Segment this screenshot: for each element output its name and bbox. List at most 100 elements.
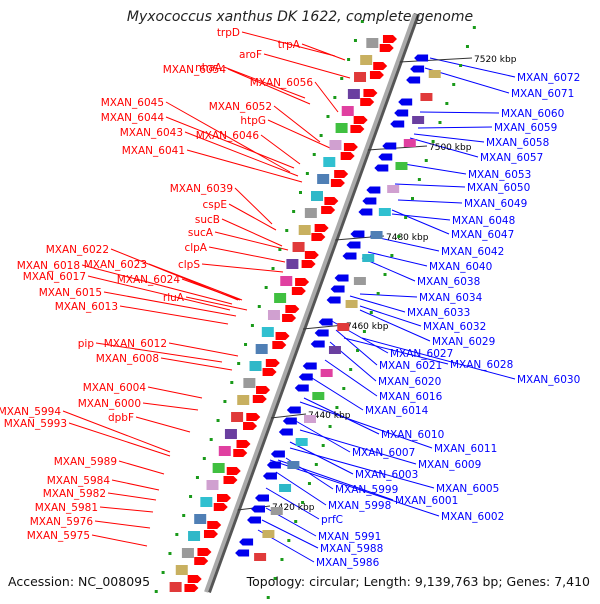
marker-dot: [161, 571, 165, 574]
gene-arrow-left: [282, 314, 297, 322]
feature-block: [255, 344, 268, 354]
leader-line: [95, 342, 223, 363]
gene-arrow-right: [318, 318, 333, 326]
gene-arrow-left: [334, 170, 349, 178]
gene-arrow-left: [285, 305, 300, 313]
feature-block: [254, 553, 267, 561]
leader-line: [299, 401, 433, 449]
marker-dot: [340, 77, 344, 80]
leader-line: [135, 416, 191, 433]
gene-label: MXAN_6024: [117, 274, 181, 286]
gene-arrow-left: [314, 224, 329, 232]
gene-label: MXAN_6041: [122, 145, 185, 157]
genome-backbone: [204, 13, 417, 593]
marker-dot: [195, 476, 199, 479]
feature-block: [200, 497, 213, 507]
leader-line: [168, 342, 239, 357]
marker-dot: [431, 140, 435, 143]
gene-arrow-left: [252, 395, 267, 403]
leader-line: [359, 309, 431, 342]
gene-label: MXAN_6048: [452, 215, 515, 227]
gene-arrow-right: [410, 65, 425, 73]
leader-line: [234, 187, 273, 225]
gene-label: MXAN_6012: [104, 338, 167, 350]
leader-line: [107, 492, 157, 501]
gene-label: MXAN_6060: [501, 108, 564, 120]
leader-line: [91, 534, 148, 547]
gene-label: MXAN_6059: [494, 122, 557, 134]
gene-label: MXAN_6052: [209, 101, 272, 113]
feature-block: [304, 415, 317, 423]
marker-dot: [168, 552, 172, 555]
gene-arrow-left: [194, 557, 209, 565]
marker-dot: [244, 343, 248, 346]
feature-block: [328, 346, 341, 354]
gene-label: MXAN_6034: [419, 292, 483, 304]
feature-block: [353, 277, 366, 285]
gene-label: MXAN_5984: [47, 475, 111, 487]
leader-line: [214, 231, 289, 251]
feature-block: [412, 116, 425, 124]
gene-label: MXAN_6054: [163, 64, 227, 76]
marker-dot: [376, 292, 380, 295]
feature-block: [366, 38, 379, 48]
leader-line: [409, 137, 479, 158]
gene-arrow-left: [343, 143, 358, 151]
gene-arrow-right: [270, 450, 285, 458]
gene-label: MXAN_6047: [451, 229, 514, 241]
gene-arrow-right: [247, 516, 262, 524]
marker-dot: [216, 419, 220, 422]
gene-arrow-right: [374, 164, 389, 172]
leader-line: [185, 296, 248, 311]
feature-block: [224, 429, 237, 439]
marker-dot: [326, 115, 330, 118]
gene-label: MXAN_6016: [379, 391, 443, 403]
gene-arrow-left: [350, 125, 365, 133]
marker-dot: [390, 254, 394, 257]
marker-dot: [278, 248, 282, 251]
gene-arrow-right: [406, 76, 421, 84]
gene-label: MXAN_5994: [0, 406, 61, 418]
marker-dot: [305, 172, 309, 175]
feature-block: [329, 140, 342, 150]
gene-label: MXAN_5982: [43, 488, 106, 500]
leader-line: [349, 295, 406, 313]
gene-label: MXAN_6010: [381, 429, 444, 441]
feature-block: [341, 106, 354, 116]
feature-block: [337, 323, 350, 331]
gene-arrow-left: [187, 575, 202, 583]
feature-block: [362, 254, 375, 262]
gene-label: MXAN_5991: [318, 531, 381, 543]
marker-dot: [237, 362, 241, 365]
marker-dot: [404, 216, 408, 219]
gene-arrow-right: [262, 472, 277, 480]
marker-dot: [472, 26, 476, 29]
leader-line: [289, 447, 435, 489]
gene-arrow-right: [286, 406, 301, 414]
leader-line: [263, 53, 351, 79]
marker-dot: [202, 457, 206, 460]
gene-arrow-left: [246, 413, 261, 421]
gene-label: MXAN_5981: [35, 502, 98, 514]
marker-dot: [349, 368, 353, 371]
marker-dot: [223, 400, 227, 403]
marker-dot: [154, 590, 158, 593]
feature-block: [188, 531, 201, 541]
gene-arrow-right: [254, 494, 269, 502]
leader-line: [165, 101, 291, 173]
leader-line: [227, 68, 311, 105]
leader-line: [335, 329, 378, 366]
feature-block: [323, 157, 336, 167]
marker-dot: [273, 577, 277, 580]
gene-label: MXAN_6009: [418, 459, 481, 471]
gene-label: MXAN_6058: [486, 137, 549, 149]
marker-dot: [298, 191, 302, 194]
kbp-tick: [399, 57, 473, 63]
leader-line: [186, 149, 303, 183]
gene-arrow-left: [236, 440, 251, 448]
gene-label: MXAN_6057: [480, 152, 543, 164]
gene-label: clpS: [178, 259, 200, 271]
gene-label: htpG: [240, 115, 266, 127]
gene-arrow-left: [197, 548, 212, 556]
gene-label: MXAN_5989: [54, 456, 117, 468]
